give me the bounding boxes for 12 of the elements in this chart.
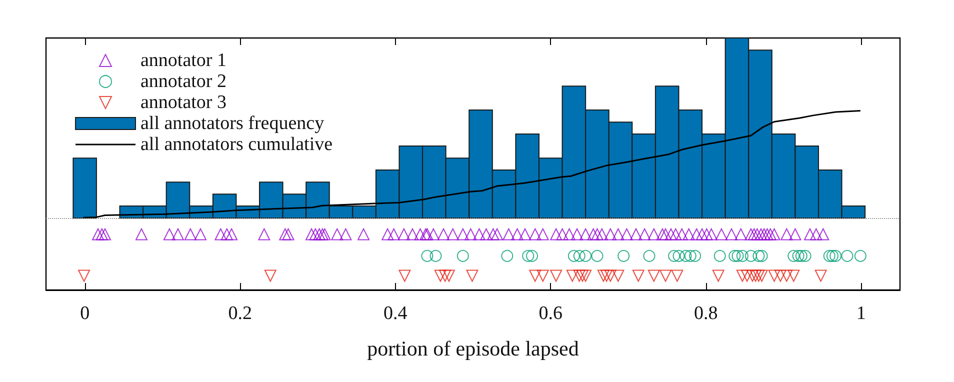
legend-label: all annotators cumulative: [140, 134, 333, 155]
x-tick-label: 0.6: [538, 303, 563, 324]
x-tick-label: 0.8: [694, 303, 718, 324]
x-tick-label: 0: [80, 303, 90, 324]
legend-label: annotator 2: [140, 71, 227, 92]
legend-label: annotator 1: [140, 50, 227, 71]
legend-label: annotator 3: [140, 92, 227, 113]
x-tick-label: 0.2: [228, 303, 252, 324]
legend-label: all annotators frequency: [140, 113, 325, 134]
x-tick-label: 1: [856, 303, 866, 324]
x-axis-title: portion of episode lapsed: [367, 336, 580, 360]
x-tick-label: 0.4: [383, 303, 408, 324]
